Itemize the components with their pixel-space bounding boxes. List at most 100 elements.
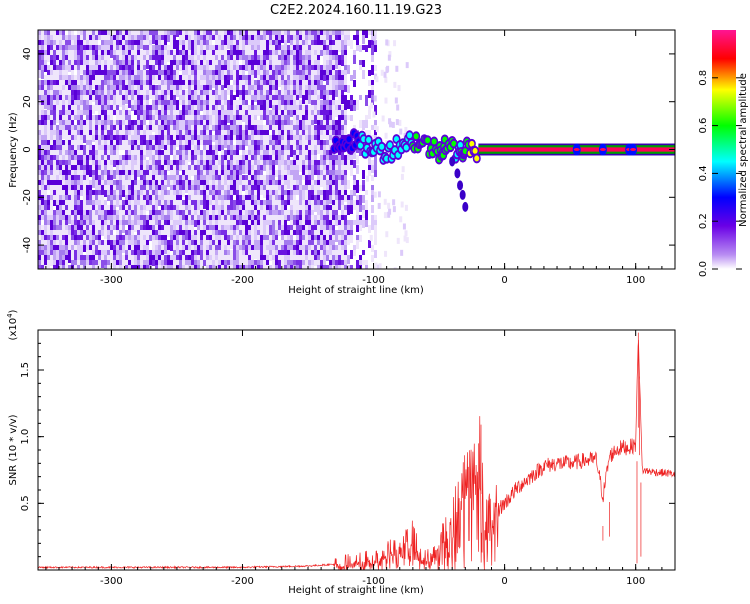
noise-cell: [359, 220, 362, 226]
noise-cell: [311, 115, 314, 120]
noise-cell: [164, 110, 167, 118]
noise-cell: [197, 185, 200, 190]
noise-cell: [332, 55, 335, 61]
noise-cell: [68, 115, 71, 122]
noise-cell: [338, 115, 341, 120]
noise-cell: [251, 240, 254, 245]
noise-cell: [344, 55, 347, 62]
noise-cell: [95, 215, 98, 220]
noise-cell: [56, 140, 59, 149]
noise-cell: [44, 50, 47, 55]
noise-cell: [53, 190, 56, 195]
noise-cell: [158, 140, 161, 146]
noise-cell: [341, 80, 344, 87]
noise-cell: [197, 100, 200, 105]
noise-cell: [296, 60, 299, 66]
noise-cell: [137, 260, 140, 267]
noise-cell: [125, 55, 128, 64]
noise-cell: [248, 35, 251, 43]
noise-cell: [44, 80, 47, 88]
noise-cell: [272, 205, 275, 213]
noise-cell: [341, 255, 344, 264]
noise-cell: [140, 95, 143, 104]
noise-cell: [179, 200, 182, 207]
noise-cell: [65, 100, 68, 109]
noise-cell: [320, 175, 323, 184]
noise-cell: [86, 205, 89, 213]
noise-cell: [179, 130, 182, 139]
noise-cell: [146, 90, 149, 96]
noise-cell: [290, 90, 293, 98]
noise-cell: [281, 260, 284, 267]
noise-cell: [182, 180, 185, 189]
noise-cell: [95, 120, 98, 127]
noise-cell: [194, 125, 197, 134]
noise-cell: [62, 210, 65, 215]
noise-cell: [164, 175, 167, 182]
noise-cell: [212, 185, 215, 190]
noise-cell: [176, 165, 179, 171]
noise-cell: [299, 220, 302, 228]
noise-cell: [62, 85, 65, 90]
noise-cell: [89, 60, 92, 67]
noise-cell: [152, 175, 155, 183]
noise-cell: [278, 140, 281, 148]
noise-cell: [137, 55, 140, 60]
noise-cell: [272, 185, 275, 192]
noise-cell: [323, 55, 326, 63]
noise-cell: [266, 105, 269, 111]
noise-cell: [332, 70, 335, 79]
noise-cell: [236, 100, 239, 109]
noise-cell: [194, 185, 197, 193]
noise-cell: [62, 35, 65, 41]
noise-cell: [110, 175, 113, 184]
noise-cell: [278, 65, 281, 74]
noise-cell: [53, 235, 56, 243]
noise-cell: [65, 75, 68, 83]
noise-cell: [287, 190, 290, 199]
noise-cell: [167, 250, 170, 256]
noise-cell: [128, 265, 131, 269]
noise-cell: [137, 165, 140, 170]
noise-cell: [290, 35, 293, 40]
noise-cell: [245, 95, 248, 104]
noise-cell: [59, 225, 62, 230]
noise-cell: [176, 160, 179, 166]
noise-cell: [62, 145, 65, 151]
noise-cell: [86, 265, 89, 269]
noise-cell: [149, 80, 152, 88]
noise-cell: [71, 150, 74, 155]
noise-cell: [281, 50, 284, 59]
noise-cell: [197, 180, 200, 188]
noise-cell: [89, 200, 92, 208]
noise-cell: [161, 185, 164, 191]
noise-cell: [341, 90, 344, 98]
noise-cell: [275, 140, 278, 148]
noise-cell: [158, 235, 161, 243]
noise-cell: [164, 260, 167, 268]
noise-cell: [290, 70, 293, 75]
noise-cell: [107, 215, 110, 220]
noise-cell: [239, 210, 242, 218]
noise-cell: [329, 130, 332, 136]
noise-cell: [251, 145, 254, 154]
noise-cell: [314, 95, 317, 103]
noise-cell: [290, 190, 293, 196]
noise-cell: [119, 250, 122, 255]
noise-cell: [53, 105, 56, 111]
noise-cell: [251, 220, 254, 225]
noise-cell: [266, 115, 269, 122]
noise-cell: [179, 35, 182, 43]
noise-cell: [71, 170, 74, 176]
noise-cell: [206, 35, 209, 42]
noise-cell: [92, 255, 95, 262]
noise-cell: [329, 90, 332, 99]
noise-cell: [62, 65, 65, 71]
noise-cell: [224, 180, 227, 189]
noise-cell: [80, 95, 83, 102]
noise-cell: [275, 70, 278, 77]
noise-cell: [302, 50, 305, 57]
noise-cell: [155, 255, 158, 264]
noise-cell: [320, 65, 323, 72]
noise-cell: [89, 230, 92, 239]
